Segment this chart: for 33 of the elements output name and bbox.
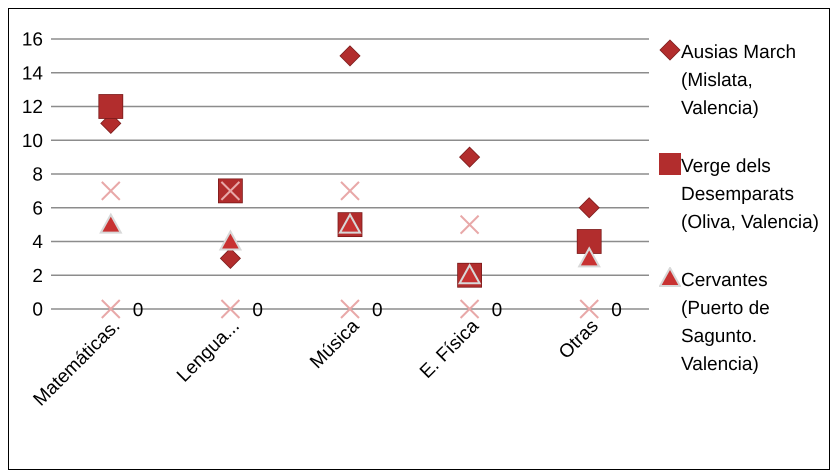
y-tick-label: 0 (32, 300, 43, 321)
data-label: 0 (252, 300, 263, 321)
legend-label: Verge dels Desemparats (Oliva, Valencia) (681, 155, 820, 235)
legend-label: Cervantes (Puerto de Sagunto. Valencia) (681, 269, 771, 377)
point (219, 230, 242, 250)
data-label: 0 (611, 300, 622, 321)
data-label: 0 (132, 300, 144, 321)
y-tick-label: 12 (22, 97, 43, 118)
data-label: 0 (372, 300, 383, 321)
point (578, 247, 600, 268)
y-tick-label: 10 (22, 130, 43, 152)
point (579, 299, 600, 319)
point (576, 229, 602, 254)
point (100, 180, 121, 201)
point (100, 299, 121, 319)
point (459, 146, 480, 168)
point (460, 214, 480, 235)
y-tick-label: 2 (32, 266, 43, 287)
point (98, 94, 124, 119)
point (100, 214, 122, 234)
point (340, 45, 360, 66)
y-tick-label: 8 (32, 164, 43, 186)
point (220, 299, 240, 319)
y-tick-label: 14 (22, 63, 44, 84)
y-tick-label: 6 (32, 198, 43, 220)
point (340, 180, 360, 201)
point (460, 299, 480, 319)
data-label: 0 (492, 300, 502, 321)
y-tick-label: 16 (22, 30, 43, 51)
legend-label: Ausias March (Mislata, Valencia) (681, 41, 798, 121)
point (340, 299, 360, 319)
point (578, 197, 600, 218)
y-tick-label: 4 (32, 232, 44, 254)
